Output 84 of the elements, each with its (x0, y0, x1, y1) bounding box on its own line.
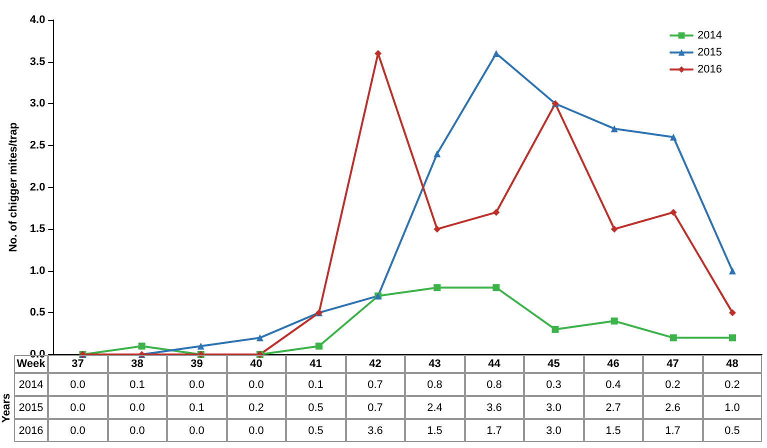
point (610, 125, 618, 132)
point (670, 334, 677, 342)
data-label: 0.8 (464, 373, 524, 396)
data-label: 0.0 (226, 373, 286, 396)
point (670, 208, 677, 216)
data-label: 0.1 (167, 396, 226, 419)
data-label: 0.0 (48, 373, 108, 396)
point (670, 134, 677, 141)
data-label: 0.7 (346, 373, 405, 396)
data-label: 1.7 (464, 419, 524, 442)
data-label: 0.4 (584, 373, 643, 396)
data-label: 1.7 (643, 419, 702, 442)
legend-label: 2016 (698, 64, 722, 76)
data-label: 0.5 (286, 396, 346, 419)
x-tick-label: 48 (702, 355, 762, 373)
data-label: 1.0 (702, 396, 762, 419)
y-tick-label: 1.0 (30, 264, 46, 277)
point (492, 284, 500, 292)
data-label: 0.5 (286, 419, 346, 442)
text: 2014 (18, 378, 44, 390)
x-tick-label: 41 (286, 355, 346, 373)
point (610, 318, 618, 325)
data-label: 0.0 (226, 419, 286, 442)
data-label: 0.2 (226, 396, 286, 419)
x-tick-label: 46 (584, 355, 643, 373)
data-label: 0.7 (346, 396, 405, 419)
x-tick-label: 42 (346, 355, 405, 373)
point (492, 50, 500, 57)
point (256, 334, 264, 342)
y-tick-label: 0.5 (30, 306, 46, 319)
legend-label: 2015 (698, 46, 722, 58)
point (434, 226, 441, 233)
data-label: 3.6 (464, 396, 524, 419)
y-tick-label: 3.5 (30, 56, 46, 68)
data-label: 0.3 (524, 373, 584, 396)
data-label: 2.7 (584, 396, 643, 419)
data-label: 1.5 (405, 419, 464, 442)
data-label: 3.6 (346, 419, 405, 442)
text: 2016 (18, 424, 44, 436)
point (610, 226, 618, 233)
data-label: 0.0 (48, 419, 108, 442)
y-tick-label: 3.0 (30, 98, 46, 110)
data-label: 0.2 (702, 373, 762, 396)
data-label: 2.4 (405, 396, 464, 419)
y-tick-label: 1.5 (30, 223, 46, 236)
y-axis-title: No. of chigger mites/trap (8, 122, 20, 252)
point (728, 267, 736, 274)
point (138, 342, 146, 350)
data-label: 0.0 (167, 373, 226, 396)
data-label: 0.1 (286, 373, 346, 396)
x-tick-label: 43 (405, 355, 464, 373)
data-label: 0.0 (48, 396, 108, 419)
x-tick-label: 47 (643, 355, 702, 373)
data-label: 0.0 (108, 396, 167, 419)
data-label: 2.6 (643, 396, 702, 419)
data-label: 0.2 (643, 373, 702, 396)
x-tick-label: 44 (464, 355, 524, 373)
point (434, 284, 441, 292)
text: Years (1, 392, 13, 422)
point (492, 208, 500, 216)
x-tick-label: 45 (524, 355, 584, 373)
x-tick-label: 37 (48, 355, 108, 373)
text: 2015 (18, 402, 44, 414)
x-tick-label: 40 (226, 355, 286, 373)
y-tick-label: 2.0 (30, 181, 46, 194)
data-label: 0.0 (167, 419, 226, 442)
data-label: 1.5 (584, 419, 643, 442)
y-tick-label: 4.0 (30, 14, 46, 26)
x-tick-label: 38 (108, 355, 167, 373)
point (315, 342, 322, 350)
data-label: 0.5 (702, 419, 762, 442)
point (728, 309, 736, 316)
data-label: 3.0 (524, 419, 584, 442)
point (434, 150, 441, 158)
data-label: 3.0 (524, 396, 584, 419)
legend-label: 2014 (698, 30, 722, 42)
data-label: 0.8 (405, 373, 464, 396)
data-label: 0.1 (108, 373, 167, 396)
point (552, 326, 559, 333)
y-tick-label: 2.5 (30, 139, 46, 152)
x-tick-label: 39 (167, 355, 226, 373)
data-label: 0.0 (108, 419, 167, 442)
point (728, 334, 736, 342)
point (197, 342, 204, 350)
